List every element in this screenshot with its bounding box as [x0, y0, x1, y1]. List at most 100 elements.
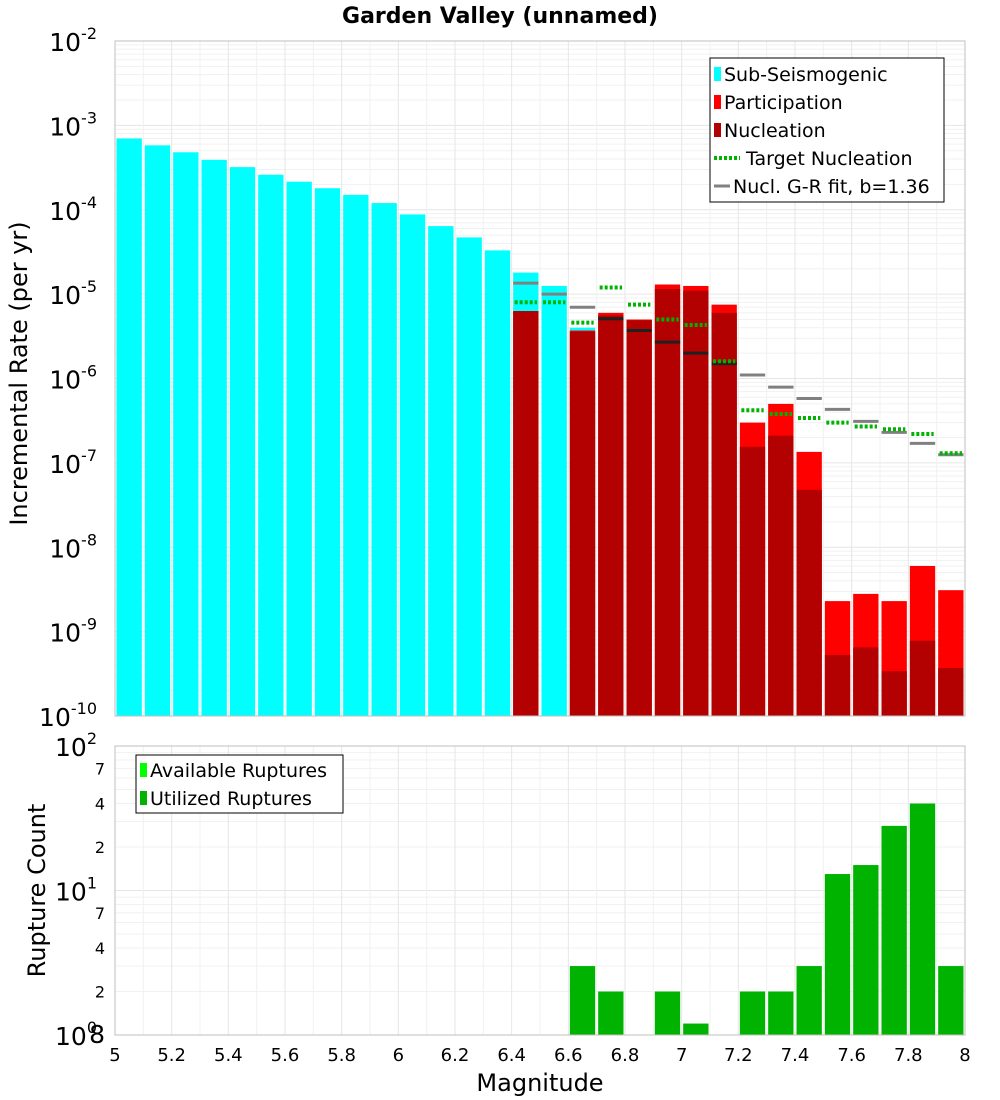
legend: Sub-Seismogenic Participation Nucleation Ta… — [709, 57, 945, 203]
sub-seismogenic-bar — [484, 250, 511, 717]
x-tick-label: 6.6 — [554, 1045, 583, 1066]
legend-swatch — [140, 791, 147, 805]
nucleation-bar — [654, 289, 681, 716]
plot-frame — [114, 40, 966, 717]
x-tick-label: 8 — [959, 1045, 970, 1066]
x-tick-label: 7.2 — [724, 1045, 753, 1066]
y-minor-tick-label: 7 — [95, 759, 105, 778]
rupture-count-plot: 102 101 100 7 4 2 7 4 2 8 Rupture Count Available R… — [23, 729, 971, 1097]
legend-swatch — [714, 95, 721, 109]
x-tick-label: 6.8 — [611, 1045, 640, 1066]
y-tick-label: 10-9 — [49, 615, 97, 648]
sub-seismogenic-bar — [314, 188, 341, 717]
utilized-ruptures-bar — [909, 803, 936, 1035]
y-tick-label: 10-2 — [49, 24, 97, 57]
x-tick-label: 5 — [109, 1045, 120, 1066]
x-tick-label: 7 — [676, 1045, 687, 1066]
x-tick-label: 7.6 — [837, 1045, 866, 1066]
y-tick-label: 10-5 — [49, 277, 97, 310]
nucleation-bar — [938, 668, 964, 716]
legend-box — [135, 754, 344, 814]
bars — [569, 803, 964, 1035]
y-minor-tick-label: 4 — [95, 939, 105, 958]
legend-label: Nucleation — [724, 120, 826, 142]
y-tick-label: 10-3 — [49, 108, 97, 141]
rate-plot: 10-2 10-3 10-4 10-5 10-6 10-7 10-8 10-9 10-10 Inc… — [5, 24, 966, 732]
sub-seismogenic-bar — [173, 152, 199, 716]
nucleation-bar — [768, 435, 794, 716]
x-tick-label: 6.4 — [497, 1045, 526, 1066]
x-tick-label: 6 — [393, 1045, 404, 1066]
x-axis-label: Magnitude — [476, 1069, 603, 1097]
plot-frame — [114, 745, 966, 1036]
sub-seismogenic-bar — [456, 237, 482, 716]
y-minor-tick-label: 2 — [95, 838, 105, 857]
sub-seismogenic-bar — [201, 159, 227, 717]
legend-label: Sub-Seismogenic — [724, 64, 888, 86]
y-tick-label: 10-8 — [49, 530, 97, 563]
utilized-ruptures-bar — [768, 991, 794, 1035]
y-axis-label: Rupture Count — [23, 804, 51, 978]
sub-seismogenic-bar — [258, 174, 284, 716]
sub-seismogenic-bar — [541, 285, 567, 716]
utilized-ruptures-bar — [683, 1023, 709, 1035]
utilized-ruptures-bar — [938, 966, 964, 1035]
x-tick-labels: 5 5.2 5.4 5.6 5.8 6 6.2 6.4 6.6 6.8 7 7.2 7.4 7.6 7.8 8 — [109, 1045, 970, 1066]
step-lines — [513, 281, 964, 457]
y-minor-tick-label: 4 — [95, 795, 105, 814]
sub-seismogenic-bar — [116, 138, 142, 717]
y-minor-tick-label: 7 — [95, 904, 105, 923]
sub-seismogenic-bar — [229, 167, 256, 716]
utilized-ruptures-bar — [824, 874, 851, 1035]
bars — [116, 138, 964, 717]
legend-label: Nucl. G-R fit, b=1.36 — [733, 176, 930, 198]
legend-label: Utilized Ruptures — [150, 788, 312, 810]
utilized-ruptures-bar — [796, 966, 822, 1035]
nucleation-bar — [683, 290, 709, 716]
x-tick-label: 5.6 — [271, 1045, 300, 1066]
legend-swatch — [714, 67, 721, 81]
utilized-ruptures-bar — [569, 966, 596, 1035]
sub-seismogenic-bar — [399, 214, 426, 717]
y-tick-label: 100 — [55, 1018, 97, 1051]
y-minor-tick-label: 2 — [95, 983, 105, 1002]
y-tick-label: 102 — [55, 729, 97, 762]
y-tick-labels: 102 101 100 7 4 2 7 4 2 8 — [55, 729, 105, 1051]
nucleation-bar — [569, 331, 596, 716]
legend-label: Target Nucleation — [745, 148, 913, 170]
chart-title: Garden Valley (unnamed) — [342, 4, 658, 29]
legend-swatch — [140, 763, 147, 777]
y-tick-label: 10-4 — [49, 193, 97, 226]
x-tick-label: 6.2 — [441, 1045, 470, 1066]
sub-seismogenic-bar — [144, 145, 171, 717]
nucleation-bar — [598, 315, 624, 716]
x-tick-label: 7.8 — [894, 1045, 923, 1066]
x-tick-label: 5.2 — [157, 1045, 186, 1066]
utilized-ruptures-bar — [881, 825, 907, 1035]
y-tick-label: 10-6 — [49, 362, 97, 395]
x-tick-label: 5.8 — [327, 1045, 356, 1066]
nucleation-bar — [739, 446, 766, 716]
x-tick-label: 7.4 — [781, 1045, 810, 1066]
y-minor-tick-label: 8 — [89, 1020, 105, 1049]
nucleation-bar — [513, 311, 539, 716]
legend: Available Ruptures Utilized Ruptures — [135, 754, 344, 814]
utilized-ruptures-bar — [739, 991, 766, 1035]
x-tick-label: 5.4 — [214, 1045, 243, 1066]
nucleation-bar — [853, 647, 879, 716]
nucleation-bar — [881, 671, 907, 716]
sub-seismogenic-bar — [286, 181, 312, 716]
y-tick-label: 10-7 — [49, 446, 97, 479]
sub-seismogenic-bar — [428, 226, 454, 716]
utilized-ruptures-bar — [853, 865, 879, 1035]
nucleation-bar — [824, 654, 851, 716]
legend-label: Available Ruptures — [150, 760, 327, 782]
y-tick-label: 10-10 — [39, 699, 97, 732]
utilized-ruptures-bar — [654, 991, 681, 1035]
sub-seismogenic-bar — [343, 194, 369, 716]
legend-label: Participation — [724, 92, 843, 114]
legend-box — [709, 57, 945, 203]
legend-swatch — [714, 123, 721, 137]
nucleation-bar — [626, 320, 652, 716]
